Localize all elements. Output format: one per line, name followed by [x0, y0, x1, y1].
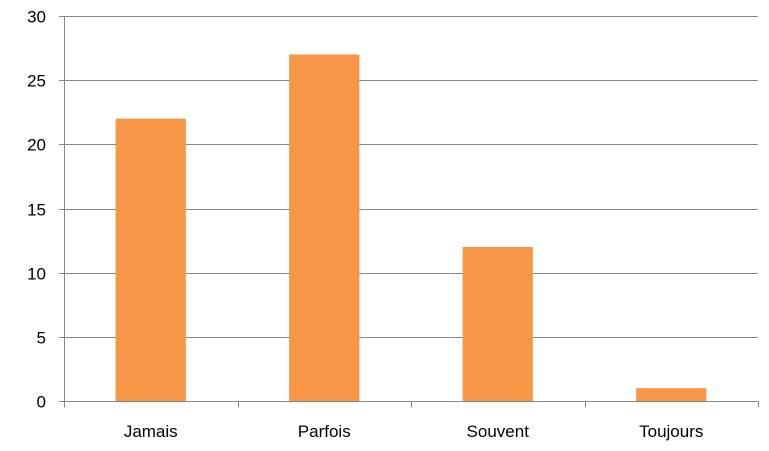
y-tick-label: 30 [27, 8, 46, 27]
bar-jamais [115, 118, 186, 402]
y-tick-label: 0 [37, 393, 46, 412]
y-tick-label: 20 [27, 136, 46, 155]
x-tick-label: Souvent [467, 422, 530, 441]
x-tick-label: Parfois [298, 422, 351, 441]
axes [59, 16, 759, 408]
y-tick-label: 15 [27, 201, 46, 220]
y-tick-label: 5 [37, 329, 46, 348]
x-tick-labels: Jamais Parfois Souvent Toujours [124, 422, 704, 441]
x-tick-label: Toujours [639, 422, 703, 441]
y-tick-label: 25 [27, 72, 46, 91]
bar-souvent [462, 247, 533, 401]
y-tick-label: 10 [27, 265, 46, 284]
y-tick-labels: 0 5 10 15 20 25 30 [27, 8, 46, 412]
bar-parfois [289, 54, 360, 401]
bar-toujours [636, 388, 707, 401]
x-tick-label: Jamais [124, 422, 178, 441]
bars [115, 54, 707, 402]
